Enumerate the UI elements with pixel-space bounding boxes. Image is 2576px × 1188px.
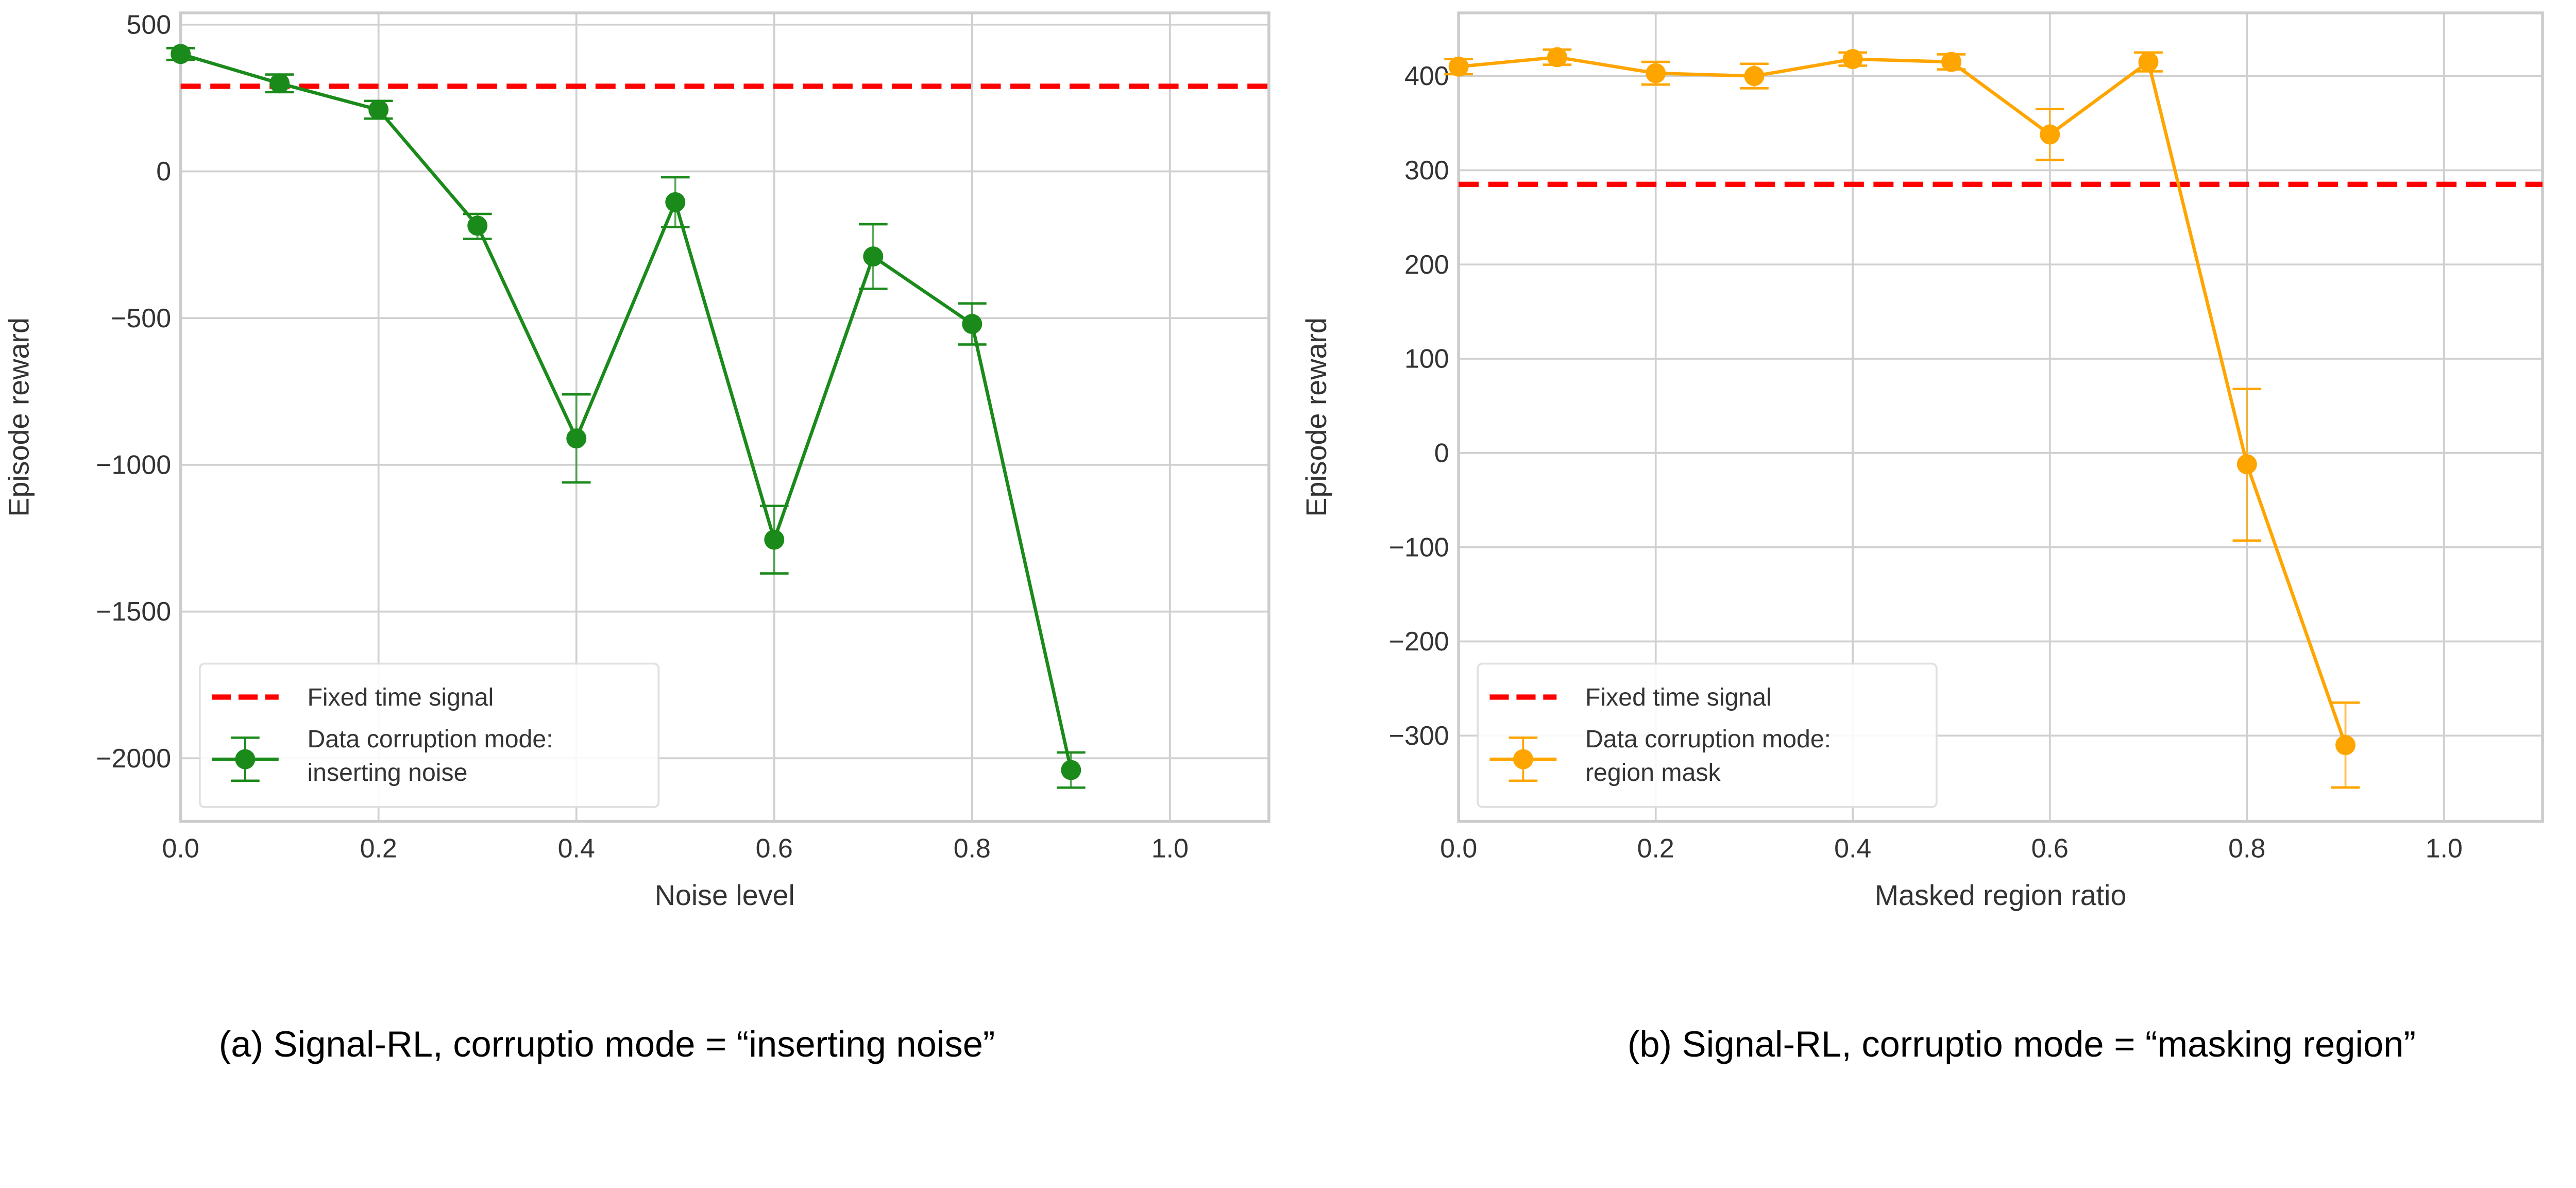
x-tick-label: 0.0 xyxy=(162,833,199,863)
x-tick-label: 1.0 xyxy=(2426,833,2463,863)
x-tick-label: 0.6 xyxy=(756,833,793,863)
data-point xyxy=(171,44,191,64)
data-point xyxy=(1448,56,1469,77)
legend-box xyxy=(198,662,660,808)
data-point xyxy=(1744,66,1765,87)
y-tick-label: 500 xyxy=(126,10,171,40)
legend-marker-swatch xyxy=(1513,749,1533,769)
y-tick-label: 400 xyxy=(1404,61,1449,91)
data-point xyxy=(269,73,290,94)
y-tick-label: 100 xyxy=(1404,344,1449,374)
data-point xyxy=(1646,63,1666,83)
figure-caption: (a) Signal-RL, corruptio mode = “inserti… xyxy=(219,1024,995,1064)
data-point xyxy=(566,428,587,449)
x-tick-label: 0.6 xyxy=(2031,833,2069,863)
y-tick-label: −2000 xyxy=(96,744,171,774)
y-tick-label: −1000 xyxy=(96,450,171,480)
legend: Fixed time signal Data corruption mode: in… xyxy=(198,662,660,808)
legend: Fixed time signal Data corruption mode: re… xyxy=(1477,662,1938,808)
data-point xyxy=(2236,454,2257,475)
legend-baseline-label: Fixed time signal xyxy=(1585,683,1772,711)
y-tick-label: −200 xyxy=(1389,627,1449,657)
x-tick-label: 0.8 xyxy=(2228,833,2265,863)
figure-caption: (b) Signal-RL, corruptio mode = “masking… xyxy=(1628,1024,2416,1064)
legend-baseline-label: Fixed time signal xyxy=(307,683,494,711)
x-tick-label: 1.0 xyxy=(1151,833,1189,863)
y-tick-label: −500 xyxy=(111,304,171,333)
data-point xyxy=(764,529,785,550)
legend-series-label: inserting noise xyxy=(307,759,467,787)
y-tick-label: 0 xyxy=(1434,438,1449,468)
plot-frame xyxy=(179,11,1270,823)
x-axis-label: Masked region ratio xyxy=(1875,879,2127,911)
legend-marker-swatch xyxy=(235,749,256,769)
y-tick-label: −300 xyxy=(1389,721,1449,751)
data-point xyxy=(368,99,389,120)
data-point xyxy=(2138,52,2159,72)
x-axis-label: Noise level xyxy=(655,879,795,911)
figure: 0.0 0.2 0.4 0.6 0.8 1.05000−500−1000−1500−200… xyxy=(3,10,2544,1064)
legend-series-label: region mask xyxy=(1585,759,1721,787)
y-tick-label: 300 xyxy=(1404,156,1449,186)
data-point xyxy=(467,215,488,236)
legend-box xyxy=(1477,662,1938,808)
data-point xyxy=(1842,49,1863,70)
legend-series-label: Data corruption mode: xyxy=(307,725,553,753)
plot-frame xyxy=(1457,11,2544,823)
data-point xyxy=(863,246,884,267)
data-point xyxy=(2040,124,2060,145)
chart-panel-a: 0.0 0.2 0.4 0.6 0.8 1.0 500 0 −500 −1000 −1500 −200… xyxy=(3,10,1270,1064)
x-tick-label: 0.8 xyxy=(954,833,991,863)
x-tick-label: 0.0 xyxy=(1440,833,1477,863)
y-axis-label: Episode reward xyxy=(1300,317,1332,517)
y-tick-label: −100 xyxy=(1389,532,1449,562)
data-point xyxy=(1061,760,1081,780)
data-point xyxy=(665,192,686,212)
legend-series-label: Data corruption mode: xyxy=(1585,725,1831,753)
x-tick-label: 0.2 xyxy=(1637,833,1674,863)
y-tick-label: 200 xyxy=(1404,250,1449,280)
y-tick-label: 0 xyxy=(156,157,171,187)
y-axis-label: Episode reward xyxy=(3,317,35,517)
data-point xyxy=(962,314,982,334)
data-point xyxy=(1941,52,1961,72)
x-tick-label: 0.4 xyxy=(558,833,595,863)
series-line xyxy=(1458,55,2347,746)
chart-panel-b: 0.0 0.2 0.4 0.6 0.8 1.0 400 300 200 100 0 −100 −200 −… xyxy=(1300,11,2544,1064)
series-line xyxy=(180,52,1073,771)
data-point xyxy=(2335,735,2356,756)
x-tick-label: 0.2 xyxy=(360,833,397,863)
y-tick-label: −1500 xyxy=(96,597,171,627)
data-point xyxy=(1547,47,1567,68)
x-tick-label: 0.4 xyxy=(1834,833,1871,863)
